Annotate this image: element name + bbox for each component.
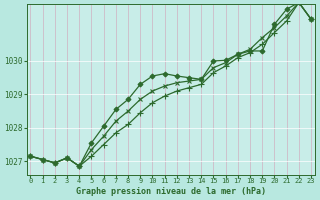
X-axis label: Graphe pression niveau de la mer (hPa): Graphe pression niveau de la mer (hPa) — [76, 187, 266, 196]
